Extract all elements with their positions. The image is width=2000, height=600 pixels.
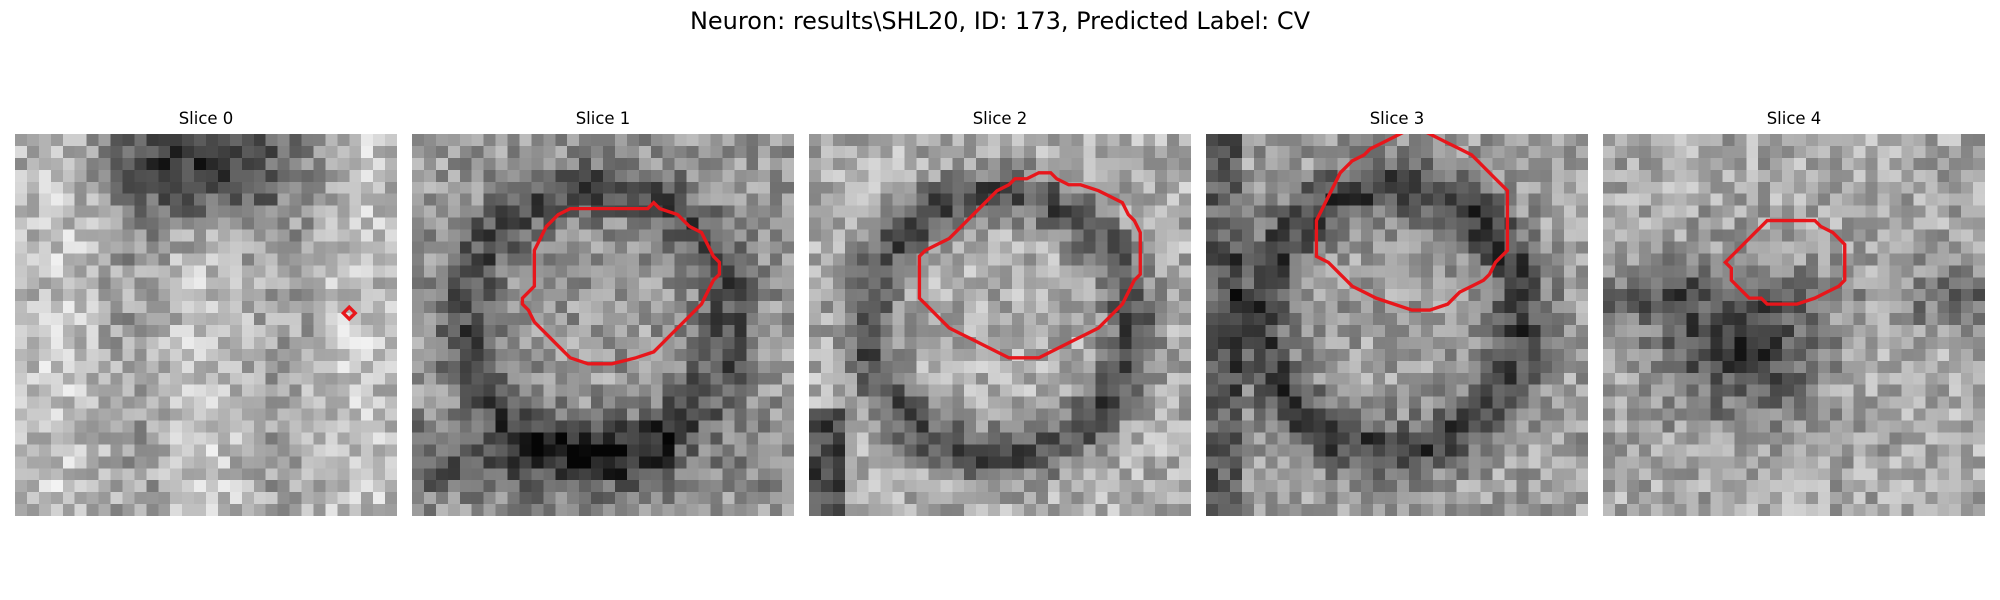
panel-title: Slice 1 bbox=[575, 109, 631, 128]
slice-image bbox=[1206, 134, 1588, 516]
pixel-grid bbox=[15, 134, 397, 516]
panel-title: Slice 3 bbox=[1369, 109, 1425, 128]
roi-contour bbox=[520, 200, 722, 366]
pixel-grid bbox=[1603, 134, 1985, 516]
panel-slice-0: Slice 0 bbox=[15, 108, 397, 516]
panel-slice-1: Slice 1 bbox=[412, 108, 794, 516]
pixel-grid bbox=[1206, 134, 1588, 516]
panel-title: Slice 4 bbox=[1766, 109, 1822, 128]
slice-image bbox=[412, 134, 794, 516]
pixel-grid bbox=[809, 134, 1191, 516]
panel-slice-4: Slice 4 bbox=[1603, 108, 1985, 516]
figure-title: Neuron: results\SHL20, ID: 173, Predicte… bbox=[689, 7, 1311, 35]
pixel-grid bbox=[412, 134, 794, 516]
panel-slice-3: Slice 3 bbox=[1206, 108, 1588, 516]
roi-contour bbox=[340, 304, 358, 322]
slice-image bbox=[809, 134, 1191, 516]
slice-image bbox=[1603, 134, 1985, 516]
slice-image bbox=[15, 134, 397, 516]
roi-contour bbox=[1722, 218, 1847, 306]
panel-title: Slice 2 bbox=[972, 109, 1028, 128]
panel-title: Slice 0 bbox=[178, 109, 234, 128]
panel-slice-2: Slice 2 bbox=[809, 108, 1191, 516]
roi-contour bbox=[1314, 134, 1510, 312]
roi-contour bbox=[917, 171, 1142, 360]
